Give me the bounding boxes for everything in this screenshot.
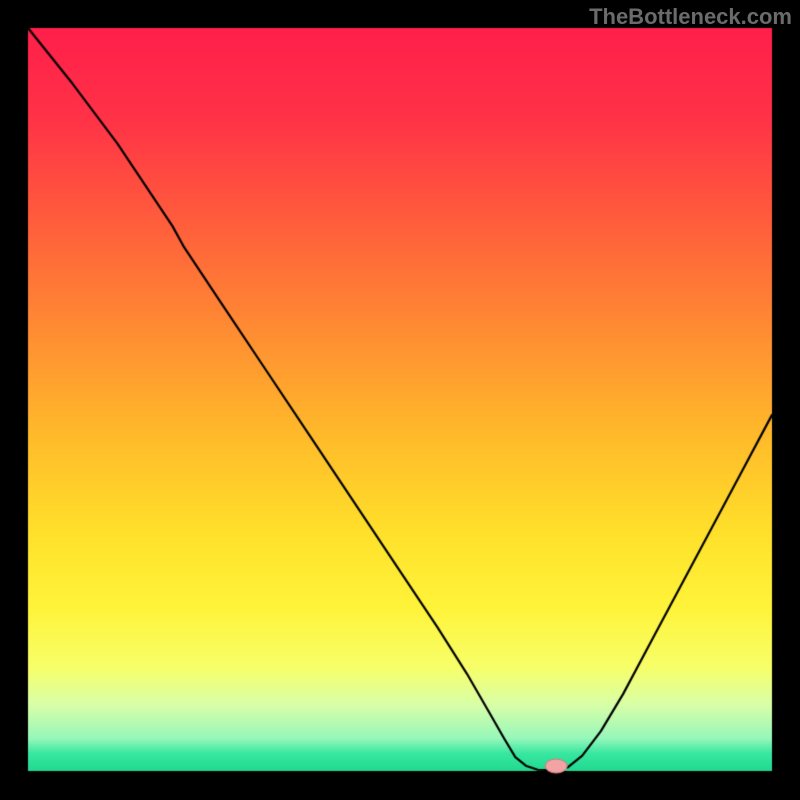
bottleneck-chart-canvas [0, 0, 800, 800]
chart-stage: TheBottleneck.com [0, 0, 800, 800]
